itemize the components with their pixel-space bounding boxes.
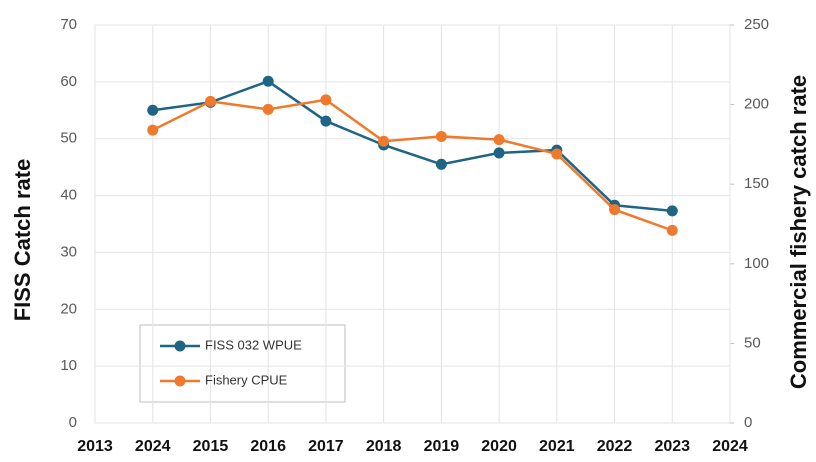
data-point	[320, 94, 332, 106]
x-tick-label: 2023	[654, 438, 690, 455]
y2-tick-label: 0	[744, 414, 752, 431]
data-point	[609, 204, 621, 216]
y-tick-label: 20	[60, 300, 77, 317]
y2-tick-label: 100	[744, 255, 769, 272]
x-tick-label: 2013	[77, 438, 113, 455]
data-point	[378, 135, 390, 147]
data-point	[493, 147, 505, 159]
legend-label: FISS 032 WPUE	[205, 337, 302, 352]
data-point	[493, 134, 505, 146]
y2-tick-label: 250	[744, 16, 769, 33]
data-point	[435, 158, 447, 170]
data-point	[147, 124, 159, 136]
legend-box	[139, 324, 346, 403]
y-tick-label: 70	[60, 16, 77, 33]
x-tick-label: 2021	[539, 438, 575, 455]
series-line	[152, 79, 673, 213]
x-tick-label: 2017	[308, 438, 344, 455]
legend-marker	[174, 375, 186, 387]
y-tick-label: 40	[60, 187, 77, 204]
x-tick-label: 2018	[366, 438, 402, 455]
data-point	[262, 75, 274, 87]
data-point	[204, 95, 216, 107]
y2-tick-label: 200	[744, 96, 769, 113]
data-point	[551, 148, 563, 160]
y-tick-label: 30	[60, 243, 77, 260]
data-point	[666, 205, 678, 217]
data-point	[666, 224, 678, 236]
x-tick-label: 2024	[712, 438, 748, 455]
x-tick-label: 2019	[424, 438, 460, 455]
x-tick-label: 2024	[135, 438, 171, 455]
x-tick-label: 2016	[250, 438, 286, 455]
y2-axis-title: Commercial fishery catch rate	[786, 75, 811, 389]
series-line	[152, 98, 673, 232]
y-tick-label: 60	[60, 73, 77, 90]
data-point	[320, 115, 332, 127]
data-point	[262, 103, 274, 115]
x-tick-label: 2020	[481, 438, 517, 455]
x-tick-label: 2015	[193, 438, 229, 455]
y2-tick-label: 150	[744, 175, 769, 192]
y-tick-label: 10	[60, 357, 77, 374]
legend-label: Fishery CPUE	[205, 372, 288, 387]
y-tick-label: 50	[60, 130, 77, 147]
y2-tick-label: 50	[744, 334, 761, 351]
y-tick-label: 0	[69, 414, 77, 431]
legend-marker	[174, 340, 186, 352]
data-point	[147, 104, 159, 116]
y-axis-title: FISS Catch rate	[10, 159, 35, 322]
data-point	[435, 130, 447, 142]
x-tick-label: 2022	[597, 438, 633, 455]
